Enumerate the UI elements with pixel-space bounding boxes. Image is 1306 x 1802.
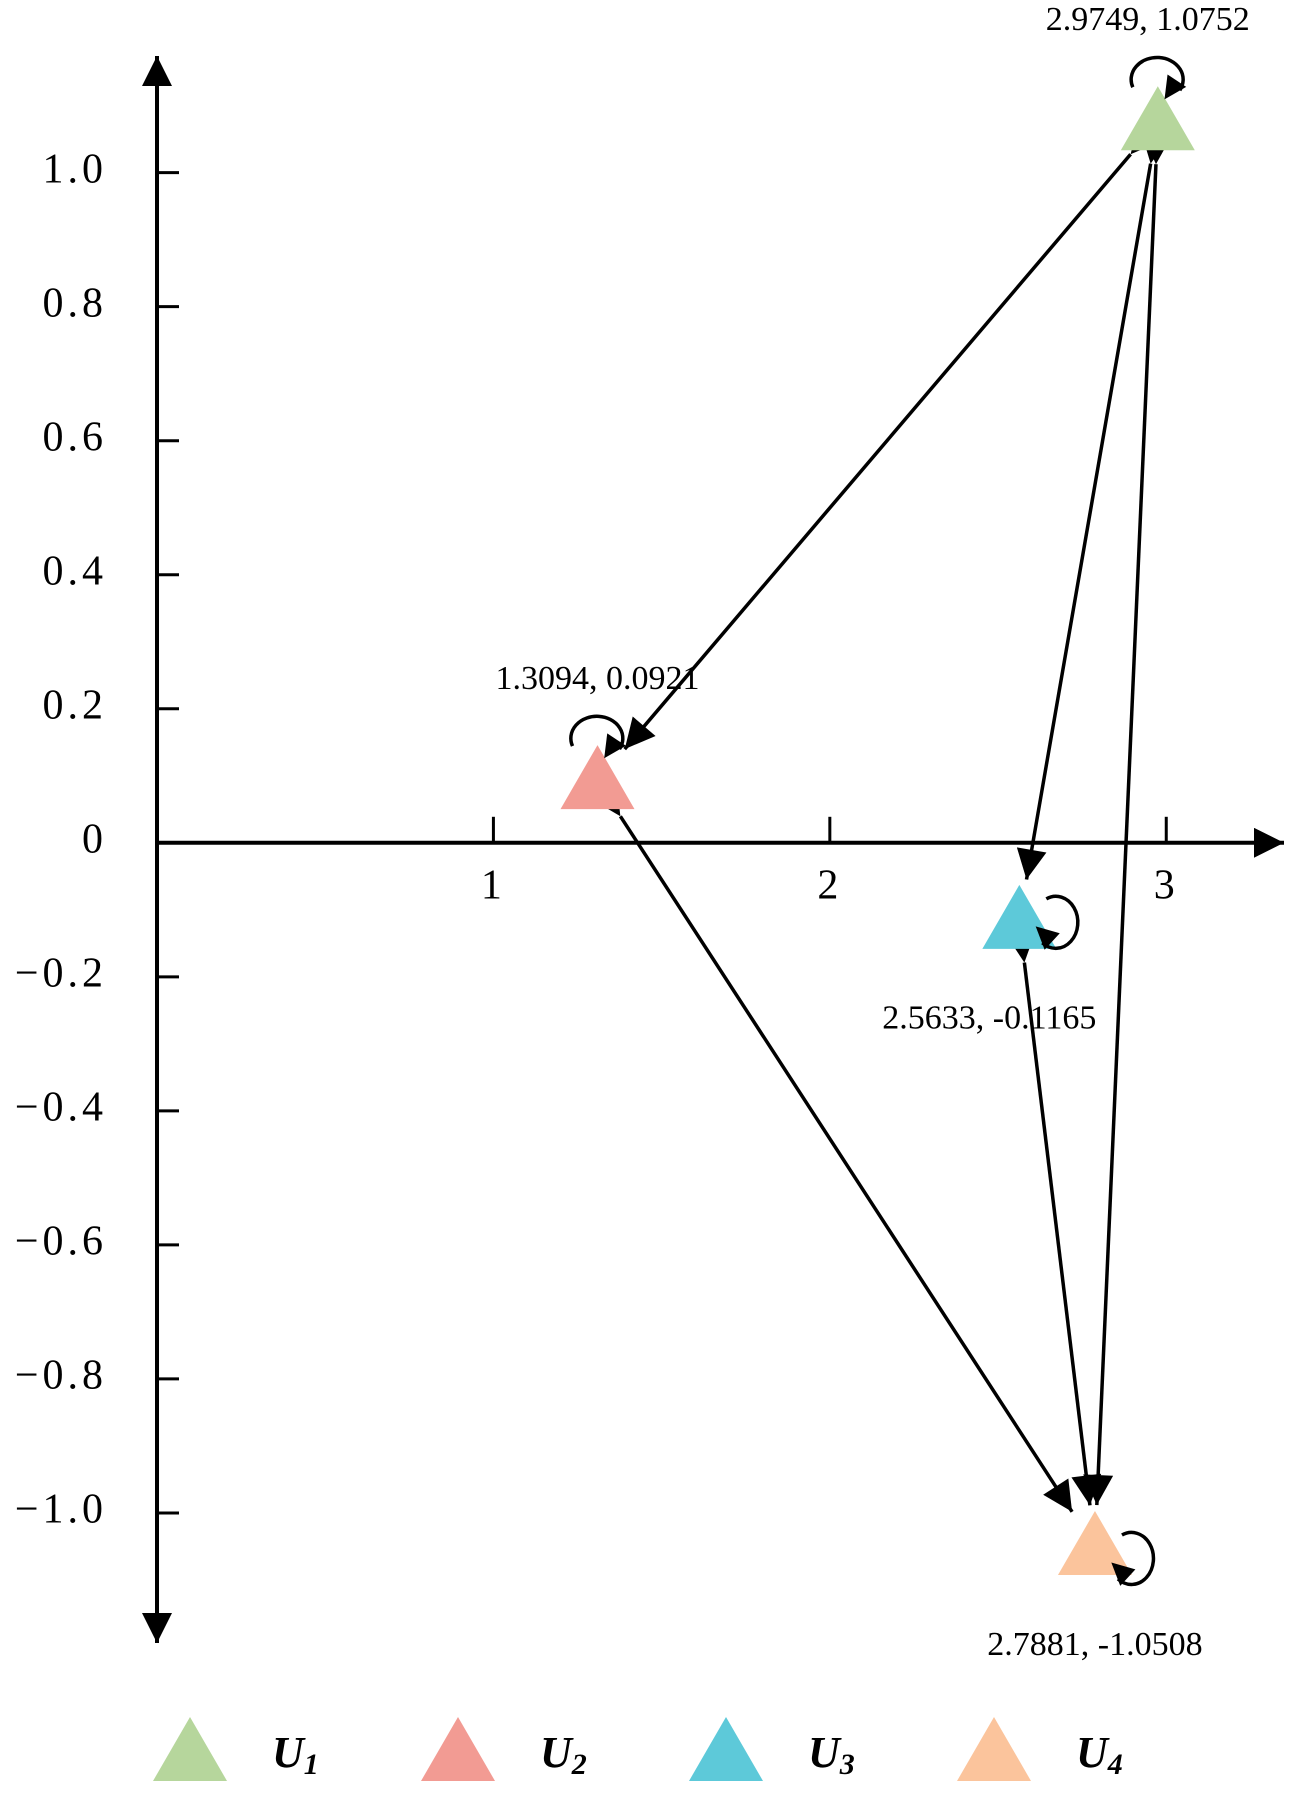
y-tick-label: −0.4	[15, 1085, 107, 1131]
legend-label-main: U	[808, 1728, 842, 1777]
self-loop	[569, 714, 626, 759]
legend-label: U1	[272, 1728, 319, 1781]
link-arrow	[1005, 930, 1102, 1506]
y-tick-label: 0.4	[43, 548, 108, 594]
data-label: 2.7881, -1.0508	[987, 1626, 1202, 1663]
link-arrow	[1016, 131, 1171, 880]
y-tick-label: −1.0	[15, 1487, 107, 1533]
data-label: 2.9749, 1.0752	[1046, 1, 1250, 38]
self-loop	[1129, 55, 1187, 100]
point	[1057, 1511, 1132, 1576]
legend-label-sub: 4	[1107, 1748, 1123, 1781]
y-tick-label: −0.2	[15, 950, 107, 996]
legend-label-main: U	[272, 1728, 306, 1777]
self-loop	[1111, 1530, 1156, 1587]
legend-marker	[153, 1717, 227, 1781]
y-tick-label: −0.6	[15, 1219, 107, 1265]
y-tick-label: 1.0	[43, 146, 108, 192]
legend-marker	[957, 1717, 1031, 1781]
x-tick-label: 3	[1154, 862, 1179, 908]
legend-marker	[689, 1717, 763, 1781]
y-tick-label: −0.8	[15, 1353, 107, 1399]
legend-label-sub: 2	[571, 1748, 587, 1781]
point	[560, 745, 635, 810]
legend-label: U4	[1076, 1728, 1123, 1781]
link-arrow	[1083, 133, 1173, 1506]
y-tick-label: 0.6	[43, 414, 108, 460]
x-tick-label: 2	[817, 862, 842, 908]
x-tick-label: 1	[481, 862, 506, 908]
legend-label: U2	[540, 1728, 587, 1781]
point	[1120, 86, 1195, 151]
link-arrow	[591, 782, 1074, 1513]
legend-label-main: U	[1076, 1728, 1110, 1777]
data-label: 1.3094, 0.0921	[496, 660, 700, 697]
legend-label-sub: 3	[839, 1748, 855, 1781]
self-loop	[1035, 894, 1080, 951]
y-tick-label: 0.2	[43, 682, 108, 728]
legend-marker	[421, 1717, 495, 1781]
legend-label-sub: 1	[304, 1748, 319, 1781]
y-tick-label: 0	[82, 816, 107, 862]
link-arrow	[623, 121, 1162, 751]
point	[982, 884, 1057, 949]
y-tick-label: 0.8	[43, 280, 108, 326]
legend-label-main: U	[540, 1728, 574, 1777]
data-label: 2.5633, -0.1165	[882, 1000, 1096, 1037]
legend-label: U3	[808, 1728, 855, 1781]
